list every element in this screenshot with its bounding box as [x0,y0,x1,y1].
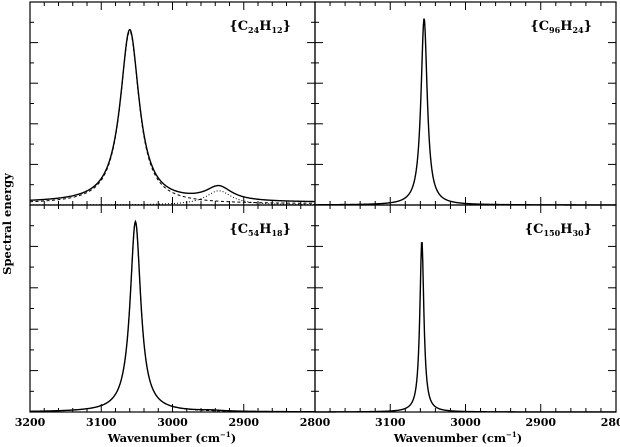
panel-label: {C24H12} [229,19,291,35]
panel-label-text: {C [229,19,248,34]
panel-label-text: H [259,222,271,237]
panel-3: 3200 3100 3000 2900 2800 {C54H18} [15,204,331,429]
panel-label-subscript: 150 [543,228,560,238]
series-solid-curve [30,219,315,413]
x-axis-title-left: Wavenumber (cm−1) [107,430,237,445]
panels-group: {C24H12} {C96H24}3200 3100 3000 2900 2800{C54… [15,1,620,429]
x-tick-label: 3200 [15,416,46,429]
panel-label-text: } [283,222,291,237]
panel-label-subscript: 24 [248,25,260,35]
x-axis-title-right-main: Wavenumber (cm [393,431,506,445]
panel-label-text: H [560,222,572,237]
series-solid-curve [315,18,616,206]
series-dashed-curve [29,220,315,413]
series-solid-curve [315,242,616,413]
x-tick-label: 3100 [375,416,406,429]
x-tick-label: 2900 [228,416,259,429]
panel-label-text: {C [229,222,248,237]
panel-label-text: H [560,19,572,34]
panel-label-subscript: 18 [271,228,283,238]
x-tick-label: 2800 [601,416,620,429]
x-tick-label: 3100 [86,416,117,429]
panel-4: 3100 3000 2900 2800 {C150H30} [314,204,620,429]
x-axis-title-right-close: ) [517,431,522,445]
panel-2: {C96H24} [314,1,617,206]
panel-label-subscript: 96 [549,25,561,35]
panel-1: {C24H12} [29,1,316,206]
panel-label-text: } [283,19,291,34]
x-tick-label: 3000 [157,416,188,429]
x-tick-label: 3000 [450,416,481,429]
series-dashed-curve [29,30,315,204]
panel-label: {C96H24} [530,19,592,35]
x-axis-title-left-sup: −1 [220,430,231,439]
panel-frame [314,204,617,413]
x-axis-title-left-close: ) [231,431,236,445]
panel-label-text: H [259,19,271,34]
x-tick-label: 2900 [525,416,556,429]
x-axis-title-right-sup: −1 [506,430,517,439]
panel-label-text: {C [525,222,544,237]
panel-label-text: } [584,19,592,34]
panel-label-text: } [584,222,592,237]
x-tick-label: 2800 [300,416,331,429]
panel-label: {C54H18} [229,222,291,238]
panel-label-subscript: 24 [572,25,584,35]
series-solid-curve [29,28,316,203]
x-axis-title-left-main: Wavenumber (cm [107,431,220,445]
x-axis-title-right: Wavenumber (cm−1) [393,430,523,445]
panel-label-text: {C [530,19,549,34]
panel-label: {C150H30} [525,222,592,238]
y-axis-title: Spectral energy [0,173,14,275]
panel-label-subscript: 54 [248,228,260,238]
panel-label-subscript: 30 [572,228,584,238]
panel-label-subscript: 12 [271,25,282,35]
